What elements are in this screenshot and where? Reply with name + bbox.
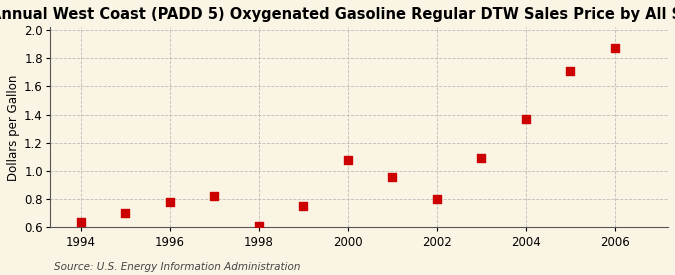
Point — [165, 200, 176, 204]
Y-axis label: Dollars per Gallon: Dollars per Gallon — [7, 74, 20, 181]
Point — [476, 156, 487, 161]
Point — [610, 46, 620, 51]
Title: Annual West Coast (PADD 5) Oxygenated Gasoline Regular DTW Sales Price by All Se: Annual West Coast (PADD 5) Oxygenated Ga… — [0, 7, 675, 22]
Point — [76, 220, 86, 224]
Point — [342, 158, 353, 162]
Point — [431, 197, 442, 202]
Text: Source: U.S. Energy Information Administration: Source: U.S. Energy Information Administ… — [54, 262, 300, 272]
Point — [253, 224, 264, 228]
Point — [298, 204, 308, 208]
Point — [565, 69, 576, 73]
Point — [120, 211, 131, 216]
Point — [387, 175, 398, 179]
Point — [209, 194, 220, 199]
Point — [520, 117, 531, 121]
